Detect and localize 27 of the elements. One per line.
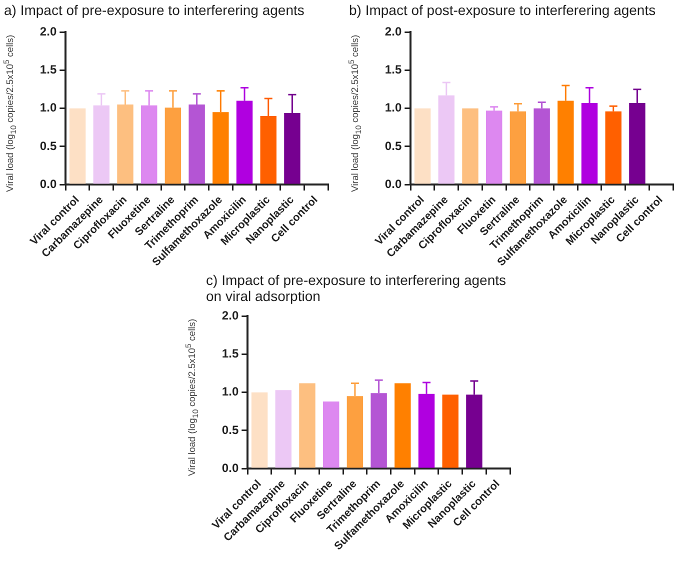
- y-tick-label: 2.0: [40, 24, 57, 39]
- y-tick-label: 1.0: [222, 384, 239, 399]
- y-tick-label: 0.0: [384, 176, 402, 191]
- bar: [414, 108, 431, 184]
- y-tick-label: 1.0: [384, 100, 402, 115]
- y-tick-label: 0.0: [40, 176, 57, 191]
- bar: [251, 392, 268, 468]
- y-tick-label: 0.5: [40, 138, 57, 153]
- y-tick-label: 2.0: [222, 308, 239, 323]
- bar: [69, 108, 86, 184]
- chart-title: a) Impact of pre-exposure to interferering agents: [4, 2, 306, 18]
- y-tick-label: 0.5: [384, 138, 402, 153]
- chart-title: c) Impact of pre-exposure to interferering agents on viral adsorption: [206, 272, 506, 304]
- y-tick-label: 1.5: [40, 62, 57, 77]
- bar: [299, 383, 316, 468]
- y-tick-label: 0.0: [222, 460, 239, 475]
- y-tick-label: 1.5: [384, 62, 402, 77]
- bar: [442, 394, 458, 468]
- bar: [394, 383, 411, 468]
- y-tick-label: 0.5: [222, 422, 239, 437]
- y-tick-label: 2.0: [384, 24, 402, 39]
- bar: [462, 108, 478, 184]
- y-tick-label: 1.5: [222, 346, 239, 361]
- y-tick-label: 1.0: [40, 100, 57, 115]
- chart-title: b) Impact of post-exposure to interferering agents: [349, 2, 657, 18]
- bar: [275, 390, 292, 468]
- bar: [322, 402, 340, 468]
